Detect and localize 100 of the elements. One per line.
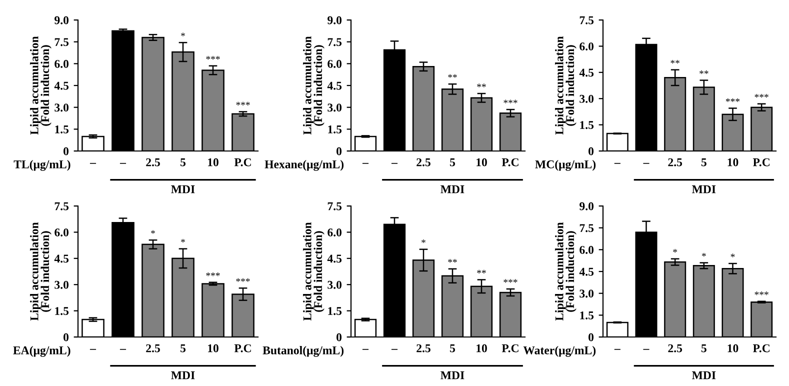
x-axis-title: Hexane(μg/mL): [264, 160, 344, 171]
annotation: **: [700, 70, 708, 74]
text: MDI: [692, 371, 716, 380]
x-axis-title: MC(μg/mL): [535, 160, 596, 171]
annotation: **: [670, 60, 680, 64]
y-tick-label: 0: [64, 147, 69, 156]
y-tick-label: 4.5: [327, 82, 342, 90]
x-tick-label: –: [643, 162, 650, 164]
x-tick-label: P.C: [234, 158, 251, 166]
y-axis-title: Lipid accumulation (Fold induction): [555, 222, 576, 321]
x-tick-label: –: [90, 162, 96, 164]
text: MDI: [440, 371, 464, 380]
x-tick-label: –: [90, 348, 96, 350]
x-tick-label: –: [362, 162, 369, 164]
annotation: *: [702, 252, 706, 257]
annotation: ***: [754, 292, 768, 296]
x-axis-title: Butanol(μg/mL): [262, 346, 344, 357]
x-tick-label: 10: [476, 344, 487, 352]
y-tick-label: 3.0: [54, 280, 69, 289]
y-tick-label: 6.0: [54, 228, 69, 236]
x-axis-title: TL(μg/mL): [14, 160, 70, 171]
annotation: ***: [236, 102, 250, 106]
x-tick-label: 10: [476, 158, 487, 166]
annotation: **: [477, 270, 486, 274]
x-axis-title: EA(μg/mL): [13, 346, 70, 357]
x-tick-label: P.C: [752, 158, 770, 166]
y-tick-label: 4.5: [327, 254, 342, 263]
annotation: ***: [504, 100, 518, 104]
x-tick-label: P.C: [752, 344, 770, 352]
y-tick-label: 1.5: [55, 125, 69, 134]
annotation: **: [448, 74, 457, 78]
x-tick-label: 2.5: [146, 344, 160, 352]
y-tick-label: 4.5: [54, 254, 69, 263]
annotation: ***: [754, 94, 768, 98]
y-tick-label: 4.5: [579, 68, 594, 77]
x-tick-label: P.C: [502, 158, 518, 166]
y-tick-label: 3.0: [580, 94, 594, 103]
x-tick-label: –: [362, 348, 369, 350]
x-tick-label: 10: [728, 344, 738, 352]
x-axis-title: Water(μg/mL): [523, 346, 596, 357]
x-tick-label: 5: [701, 158, 706, 166]
x-tick-label: 2.5: [416, 344, 430, 352]
x-tick-label: 10: [208, 344, 218, 352]
text: MDI: [692, 185, 716, 194]
text: MDI: [171, 185, 195, 194]
y-tick-label: 1.5: [328, 125, 342, 134]
x-tick-label: –: [614, 162, 620, 164]
y-axis-title: Lipid accumulation (Fold induction): [30, 36, 52, 135]
text: MDI: [171, 371, 195, 380]
y-tick-label: 1.5: [328, 307, 342, 316]
annotation: *: [181, 32, 185, 36]
y-tick-label: 6.0: [580, 246, 594, 254]
y-tick-label: 3.0: [328, 280, 342, 289]
annotation: ***: [504, 279, 518, 283]
y-tick-label: 3.0: [580, 290, 594, 298]
y-axis-title: Lipid accumulation (Fold induction): [303, 222, 324, 321]
text: MDI: [440, 185, 464, 194]
y-tick-label: 4.5: [54, 82, 69, 90]
x-tick-label: 5: [180, 158, 186, 166]
y-tick-label: 6.0: [328, 228, 342, 236]
annotation: **: [448, 259, 457, 263]
y-tick-label: 7.5: [54, 202, 69, 210]
y-tick-label: 6.0: [54, 60, 69, 68]
x-tick-label: 10: [208, 158, 218, 166]
x-tick-label: 2.5: [416, 158, 430, 166]
x-tick-label: 5: [701, 344, 706, 352]
y-tick-label: 0: [64, 333, 69, 342]
y-tick-label: 1.5: [55, 307, 69, 316]
annotation: **: [477, 84, 486, 88]
y-tick-label: 1.5: [580, 121, 594, 130]
annotation: ***: [206, 272, 220, 276]
x-tick-label: 5: [450, 158, 456, 166]
y-tick-label: 7.5: [580, 16, 594, 24]
y-tick-label: 1.5: [580, 311, 594, 320]
annotation: *: [673, 249, 678, 253]
y-tick-label: 4.5: [579, 268, 594, 276]
annotation: *: [181, 238, 185, 243]
y-tick-label: 9.0: [328, 16, 342, 24]
y-tick-label: 0: [336, 333, 342, 342]
x-tick-label: 5: [180, 344, 186, 352]
y-tick-label: 9.0: [54, 16, 69, 24]
y-tick-label: 3.0: [328, 104, 342, 112]
y-tick-label: 7.5: [328, 202, 342, 210]
y-axis-title: Lipid accumulation (Fold induction): [555, 36, 576, 135]
x-tick-label: 5: [450, 344, 456, 352]
x-tick-label: –: [643, 348, 650, 350]
x-tick-label: P.C: [502, 344, 518, 352]
x-tick-label: 2.5: [146, 158, 160, 166]
x-tick-label: –: [391, 348, 398, 350]
x-tick-label: –: [120, 162, 126, 164]
y-tick-label: 9.0: [580, 202, 594, 210]
y-tick-label: 6.0: [580, 42, 594, 50]
y-tick-label: 6.0: [328, 60, 342, 68]
y-tick-label: 0: [588, 147, 594, 156]
y-tick-label: 3.0: [54, 104, 69, 112]
y-axis-title: Lipid accumulation (Fold induction): [303, 36, 324, 135]
y-tick-label: 7.5: [580, 224, 594, 232]
x-tick-label: –: [120, 348, 126, 350]
y-tick-label: 0: [336, 147, 342, 156]
annotation: *: [422, 239, 426, 244]
